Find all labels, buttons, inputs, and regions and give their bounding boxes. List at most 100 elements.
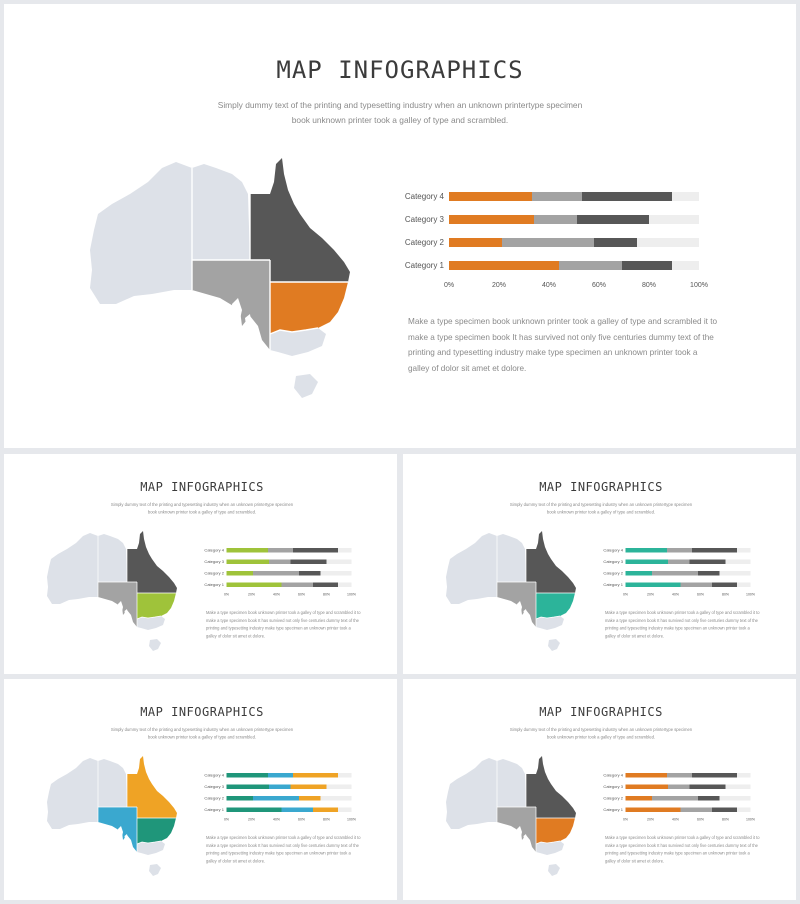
region-western-australia [446,758,497,829]
gulf-st-vincent-shape [124,609,128,618]
x-tick-label: 80% [322,818,330,822]
region-south-australia [98,582,137,627]
subtitle-line-2: book unknown printer took a galley of ty… [546,734,656,740]
spencer-gulf-shape [517,826,522,839]
bar-segment [226,571,253,576]
bar-segment [625,548,667,553]
bar-segment [269,784,291,789]
bar-track [226,807,352,812]
region-new-south-wales [536,593,575,619]
region-western-australia [446,533,497,604]
bar-track [226,548,352,553]
region-new-south-wales [536,818,575,844]
region-northern-territory [192,164,250,260]
region-tasmania [548,639,560,651]
subtitle-line-1: Simply dummy text of the printing and ty… [509,727,693,732]
subtitle-line-1: Simply dummy text of the printing and ty… [217,100,583,110]
bar-segment [449,238,502,247]
x-tick-label: 0% [622,593,629,597]
subtitle-line-1: Simply dummy text of the printing and ty… [110,502,294,507]
category-label: Category 1 [204,582,224,587]
bar-segment [269,559,291,564]
category-label: Category 3 [603,784,623,789]
bar-segment [252,571,299,576]
subtitle-line-1: Simply dummy text of the printing and ty… [110,727,294,732]
x-tick-label: 60% [297,593,305,597]
bar-segment [290,559,327,564]
bar-segment [534,215,577,224]
region-queensland [127,756,177,818]
bar-segment [651,571,698,576]
body-paragraph: Make a type specimen book unknown printe… [605,610,760,639]
region-tasmania [548,864,560,876]
bar-segment [226,784,269,789]
region-new-south-wales [137,818,176,844]
bar-track [226,784,352,789]
gulf-st-vincent-shape [124,834,128,843]
body-paragraph: Make a type specimen book unknown printe… [206,610,361,639]
bar-track [625,582,751,587]
category-label: Category 2 [404,237,444,247]
stacked-bar-chart: Category 4 Category 3 Category 2 Category 1… [400,182,720,302]
spencer-gulf-shape [118,826,123,839]
bar-segment [226,807,282,812]
category-label: Category 3 [603,559,623,564]
bar-segment [292,548,338,553]
gulf-st-vincent-shape [245,314,252,332]
x-tick-label: 100% [690,282,708,289]
bar-segment [666,548,692,553]
bar-segment [698,571,720,576]
category-label: Category 4 [603,547,623,553]
bar-segment [711,807,737,812]
bar-track [625,807,751,812]
bar-segment [594,238,637,247]
region-new-south-wales [270,282,348,334]
region-tasmania [149,639,161,651]
gulf-st-vincent-shape [523,834,527,843]
slide-variant-orange: MAP INFOGRAPHICS Simply dummy text of th… [403,679,796,900]
slide-main: MAP INFOGRAPHICS Simply dummy text of th… [4,4,796,448]
region-queensland [526,531,576,593]
slide-content: MAP INFOGRAPHICS Simply dummy text of th… [403,454,796,674]
bar-segment [625,773,667,778]
category-label: Category 3 [404,214,444,224]
bar-segment [299,571,321,576]
x-tick-label: 0% [223,818,230,822]
slide-content: MAP INFOGRAPHICS Simply dummy text of th… [4,679,397,900]
x-tick-label: 80% [721,818,729,822]
x-tick-label: 40% [671,818,679,822]
slide-subtitle: Simply dummy text of the printing and ty… [498,501,704,516]
bar-segment [691,773,737,778]
category-label: Category 4 [603,772,623,778]
bar-segment [559,261,622,270]
bar-track [226,571,352,576]
bar-segment [292,773,338,778]
region-western-australia [47,533,98,604]
bar-segment [625,582,681,587]
category-label: Category 1 [404,260,444,270]
region-queensland [250,158,350,282]
x-tick-label: 60% [696,818,704,822]
x-tick-label: 20% [646,593,654,597]
australia-map [446,531,576,651]
region-western-australia [90,162,192,304]
region-south-australia [497,582,536,627]
slide-variant-teal: MAP INFOGRAPHICS Simply dummy text of th… [403,454,796,674]
slide-title: MAP INFOGRAPHICS [140,705,264,719]
stacked-bar-chart: Category 4 Category 3 Category 2 Category 1… [601,768,761,828]
bar-track [625,559,751,564]
region-tasmania [149,864,161,876]
state-borders [191,168,348,350]
bar-track [625,784,751,789]
bar-segment [698,796,720,801]
slide-title: MAP INFOGRAPHICS [276,56,524,84]
subtitle-line-2: book unknown printer took a galley of ty… [546,509,656,515]
x-tick-label: 60% [591,282,606,289]
bar-segment [290,784,327,789]
bar-track [226,796,352,801]
bar-segment [449,192,532,201]
spencer-gulf-shape [118,601,123,614]
x-tick-label: 0% [443,282,455,289]
category-label: Category 4 [204,772,224,778]
bar-track [449,238,699,247]
